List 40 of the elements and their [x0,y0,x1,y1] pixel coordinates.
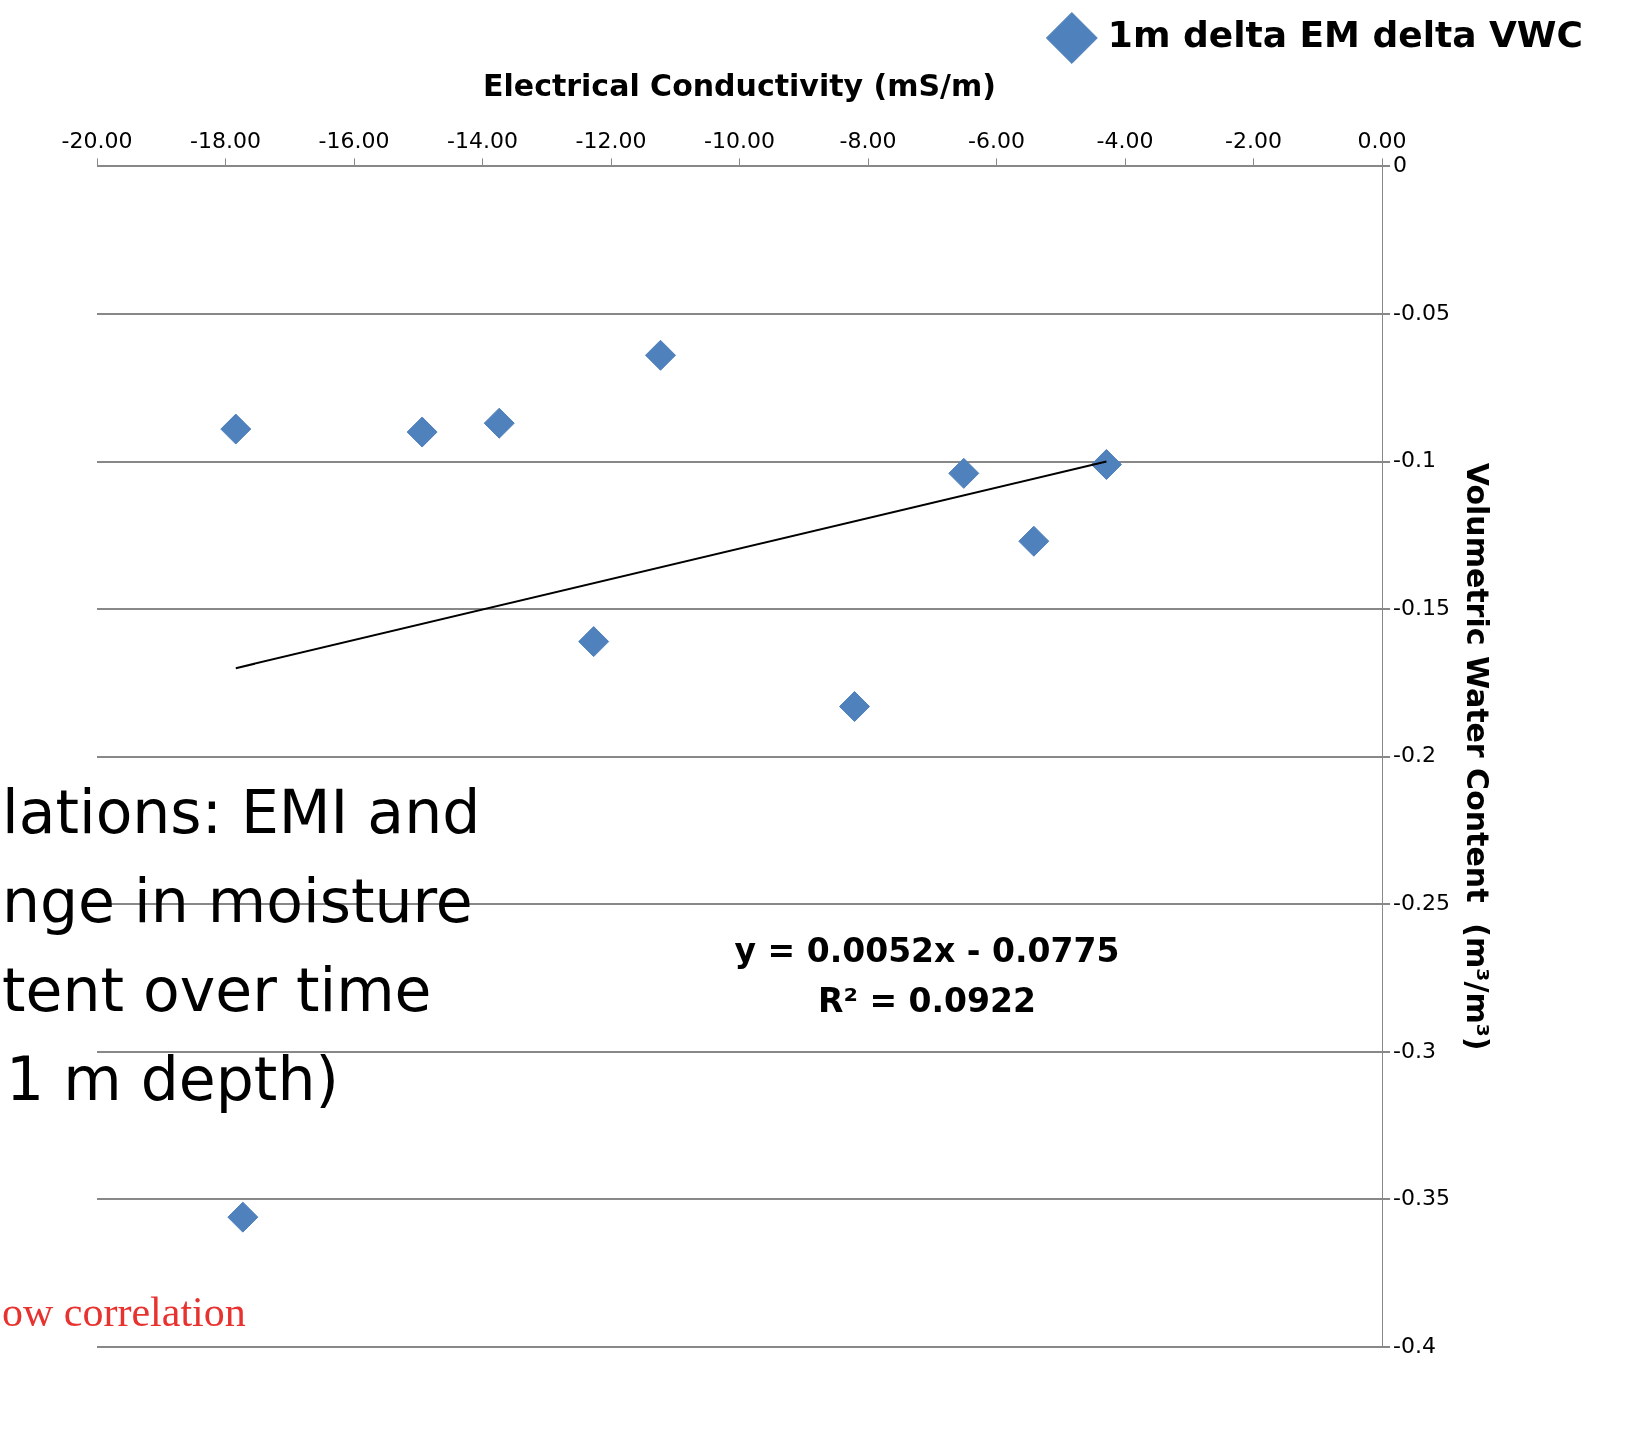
y-axis-title: Volumetric Water Content (m³/m³) [1460,462,1496,1051]
point [839,691,871,723]
y-tick-label: -0.15 [1393,594,1451,620]
annotation: 1 m depth) [6,1044,339,1114]
x-tick-label: -14.00 [447,127,518,153]
point [1018,525,1050,557]
legend-label: 1m delta EM delta VWC [1107,14,1583,56]
point [1090,449,1122,480]
point [645,339,677,371]
annotation: ow correlation [2,1288,246,1336]
point [227,1201,259,1233]
x-tick-label: -16.00 [318,127,390,153]
y-tick-label: -0.35 [1393,1185,1451,1211]
y-tick-label: -0.3 [1393,1037,1437,1063]
y-tick-label: -0.4 [1393,1332,1437,1358]
annotation: nge in moisture [2,866,473,936]
x-tick-label: -10.00 [704,127,775,153]
point [578,626,610,658]
x-tick-label: -18.00 [190,127,261,153]
annotation: R² = 0.0922 [818,980,1036,1020]
x-tick-label: -12.00 [575,127,647,153]
point [220,413,252,445]
point [948,457,980,489]
y-tick-label: -0.25 [1393,889,1451,915]
x-tick-label: 0.00 [1357,127,1407,153]
y-tick-label: 0 [1393,152,1408,178]
x-axis-title: Electrical Conductivity (mS/m) [483,67,997,103]
y-tick-label: -0.1 [1393,447,1437,473]
x-tick-label: -8.00 [839,127,897,153]
annotation: y = 0.0052x - 0.0775 [734,930,1120,970]
x-tick-label: -20.00 [61,127,133,153]
annotation: tent over time [2,955,432,1025]
y-tick-label: -0.05 [1393,299,1451,325]
annotation: lations: EMI and [2,777,481,847]
y-tick-label: -0.2 [1393,742,1437,768]
x-tick-label: -4.00 [1096,127,1154,153]
x-tick-label: -2.00 [1225,127,1283,153]
x-tick-label: -6.00 [968,127,1026,153]
point [406,416,438,448]
point [483,407,515,439]
